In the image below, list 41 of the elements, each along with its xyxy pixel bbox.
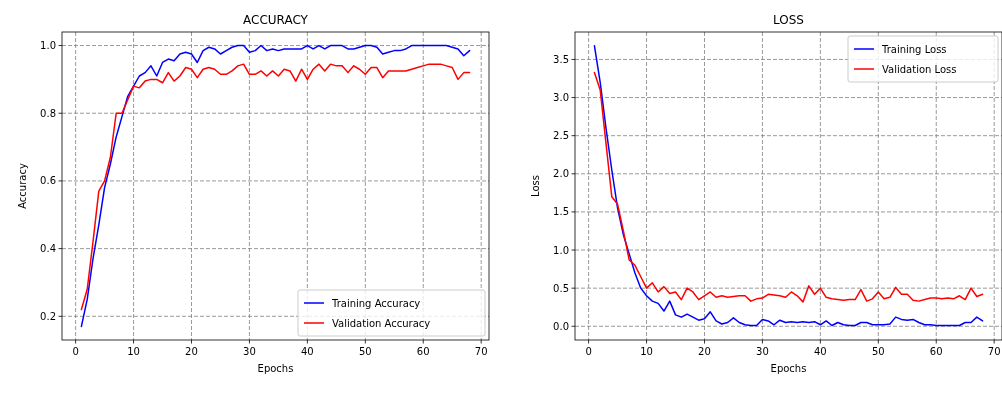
y-tick-label: 0.6 (40, 175, 56, 187)
y-axis-title: Loss (530, 175, 541, 197)
legend-label: Training Accuracy (331, 298, 421, 309)
chart-title: LOSS (773, 13, 804, 27)
legend-label: Training Loss (881, 44, 947, 55)
y-tick-label: 0.0 (553, 320, 569, 332)
x-tick-label: 70 (474, 346, 488, 357)
x-tick-label: 0 (585, 346, 592, 357)
x-tick-label: 10 (127, 346, 140, 357)
y-tick-label: 0.2 (40, 310, 56, 322)
y-tick-label: 0.4 (40, 243, 56, 255)
x-tick-label: 20 (698, 346, 711, 357)
x-axis-title: Epochs (770, 363, 807, 374)
line-series (593, 71, 984, 303)
x-axis-title: Epochs (257, 363, 294, 374)
x-tick-label: 60 (929, 346, 943, 357)
x-tick-label: 50 (358, 346, 372, 357)
y-tick-label: 1.5 (553, 206, 569, 218)
y-tick-label: 1.0 (40, 40, 56, 52)
x-tick-label: 0 (72, 346, 79, 357)
x-tick-label: 40 (301, 346, 314, 357)
x-tick-label: 50 (871, 346, 885, 357)
x-tick-label: 70 (987, 346, 1001, 357)
legend-label: Validation Accuracy (332, 318, 431, 329)
y-tick-label: 3.5 (553, 53, 569, 65)
y-axis-title: Accuracy (17, 163, 28, 209)
x-tick-label: 20 (185, 346, 198, 357)
y-tick-label: 1.0 (553, 244, 569, 256)
line-series (593, 44, 984, 327)
x-tick-label: 60 (416, 346, 430, 357)
y-tick-label: 3.0 (553, 92, 569, 104)
legend-label: Validation Loss (882, 64, 957, 75)
x-tick-label: 10 (640, 346, 653, 357)
y-tick-label: 2.5 (553, 130, 569, 142)
x-tick-label: 30 (243, 346, 256, 357)
y-tick-label: 0.8 (40, 107, 56, 119)
y-tick-label: 0.5 (553, 282, 569, 294)
chart-title: ACCURACY (243, 13, 309, 27)
x-tick-label: 40 (814, 346, 827, 357)
y-tick-label: 2.0 (553, 168, 569, 180)
x-tick-label: 30 (756, 346, 769, 357)
